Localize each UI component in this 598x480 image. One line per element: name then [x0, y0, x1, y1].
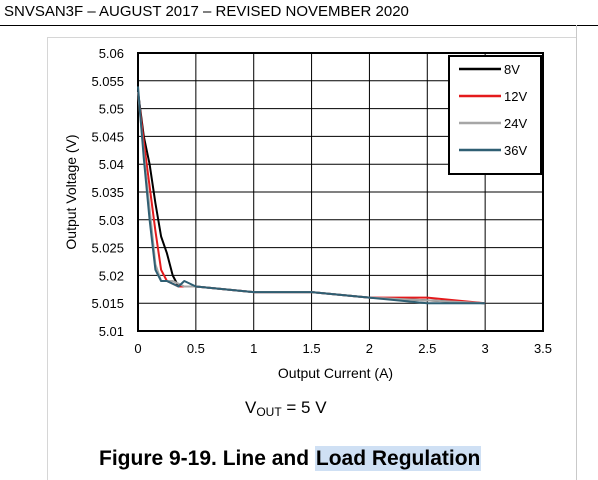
vout-value: = 5 V: [281, 398, 327, 417]
caption-highlight: Load Regulation: [314, 446, 482, 471]
legend-label-36v: 36V: [504, 143, 527, 158]
legend-label-8v: 8V: [504, 62, 520, 77]
figure-frame-top: [47, 37, 577, 38]
x-tick-label: 1: [250, 341, 257, 356]
y-tick-label: 5.015: [91, 296, 124, 311]
y-tick-label: 5.025: [91, 241, 124, 256]
x-tick-label: 2.5: [418, 341, 436, 356]
header-rule: [0, 25, 598, 26]
x-axis-label: Output Current (A): [278, 365, 393, 381]
plot-area-border: [137, 52, 544, 332]
x-tick-label: 1.5: [303, 341, 321, 356]
document-header: SNVSAN3F – AUGUST 2017 – REVISED NOVEMBE…: [4, 3, 409, 20]
y-tick-label: 5.045: [91, 129, 124, 144]
x-tick-label: 3.5: [534, 341, 552, 356]
figure-caption: Figure 9-19. Line and Load Regulation: [99, 446, 482, 471]
x-tick-label: 0.5: [187, 341, 205, 356]
figure-frame-left: [47, 37, 48, 480]
y-tick-label: 5.05: [99, 102, 124, 117]
figure-frame-right: [576, 25, 577, 480]
vout-condition: VOUT = 5 V: [245, 398, 327, 419]
caption-prefix: Figure 9-19. Line and: [99, 447, 315, 470]
y-axis-label: Output Voltage (V): [63, 134, 79, 249]
legend-label-24v: 24V: [504, 116, 527, 131]
y-tick-label: 5.03: [99, 213, 124, 228]
y-tick-label: 5.035: [91, 185, 124, 200]
y-tick-label: 5.06: [99, 46, 124, 61]
y-tick-label: 5.01: [99, 324, 124, 339]
y-tick-label: 5.055: [91, 74, 124, 89]
x-tick-label: 2: [366, 341, 373, 356]
series-line-36v: [137, 86, 486, 305]
x-tick-label: 0: [134, 341, 141, 356]
legend-box: [448, 55, 542, 175]
vout-subscript: OUT: [256, 405, 282, 419]
x-tick-label: 3: [482, 341, 489, 356]
vout-symbol: V: [245, 398, 257, 417]
y-tick-label: 5.02: [99, 268, 124, 283]
legend-label-12v: 12V: [504, 89, 527, 104]
y-tick-label: 5.04: [99, 157, 124, 172]
